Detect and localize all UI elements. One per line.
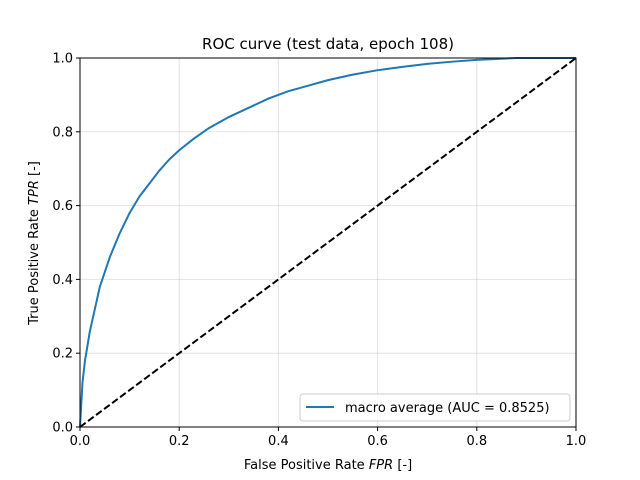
- y-axis-label-text: True Positive Rate: [27, 209, 42, 326]
- y-axis-label: True Positive Rate TPR [-]: [27, 161, 42, 326]
- x-axis-label-symbol: FPR: [369, 458, 393, 473]
- y-tick-label: 0.0: [52, 421, 73, 436]
- x-axis-label-text: False Positive Rate: [244, 458, 365, 473]
- legend-box: [299, 393, 571, 422]
- y-tick-label: 0.8: [52, 125, 73, 140]
- y-axis-label-symbol: TPR: [27, 180, 42, 205]
- y-tick-label: 0.4: [52, 273, 73, 288]
- chart-title: ROC curve (test data, epoch 108): [202, 35, 454, 53]
- grid: [79, 57, 577, 428]
- legend: macro average (AUC = 0.8525): [299, 393, 571, 422]
- y-tick-label: 0.6: [52, 199, 73, 214]
- roc-curve-line: [79, 57, 576, 428]
- legend-label: macro average (AUC = 0.8525): [345, 401, 550, 416]
- x-tick-label: 0.8: [466, 434, 487, 449]
- y-axis-label-unit: [-]: [27, 161, 42, 176]
- x-axis-label: False Positive Rate FPR [-]: [244, 458, 412, 473]
- y-tick-label: 0.2: [52, 347, 73, 362]
- chance-diagonal-line: [79, 57, 577, 428]
- series-layer: [79, 57, 577, 428]
- plot-frame: [79, 57, 577, 428]
- x-axis-label-unit: [-]: [397, 458, 412, 473]
- x-tick-label: 0.2: [169, 434, 190, 449]
- x-tick-label: 0.4: [268, 434, 289, 449]
- y-tick-label: 1.0: [52, 52, 73, 67]
- axis-ticks: 0.0 0.2 0.4 0.6 0.8 1.0 0.0 0.2 0.4 0.6 0.8 1.0: [52, 52, 586, 450]
- x-tick-label: 1.0: [566, 434, 587, 449]
- x-tick-label: 0.0: [70, 434, 91, 449]
- x-tick-label: 0.6: [367, 434, 388, 449]
